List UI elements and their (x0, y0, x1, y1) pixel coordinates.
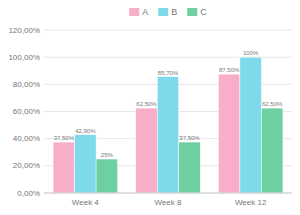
chart: 0,00% 20,00% 40,00% 60,00% 80,00% 100,00% 120,… (0, 0, 300, 215)
legend-label: A (142, 7, 148, 17)
bar (96, 159, 117, 193)
data-labels: 37,50% 62,50% 87,50% 42,90% 85,70% 100% 25% 37,… (54, 50, 283, 158)
bar (218, 74, 239, 193)
data-label: 62,50% (262, 101, 283, 107)
x-axis-line (44, 193, 292, 194)
x-tick-label: Week 4 (72, 198, 100, 207)
bar (157, 77, 178, 193)
legend-label: C (200, 7, 207, 17)
data-label: 87,50% (219, 67, 240, 73)
x-tick-label: Week 12 (235, 198, 267, 207)
data-label: 62,50% (136, 101, 157, 107)
bar (240, 57, 261, 193)
data-label: 37,50% (54, 135, 75, 141)
grid-line (44, 30, 292, 31)
bar (53, 142, 74, 193)
bar (136, 108, 157, 193)
legend-item: A (129, 7, 148, 17)
legend-swatch (187, 8, 197, 16)
y-tick-label: 80,00% (13, 80, 40, 89)
legend-swatch (158, 8, 168, 16)
data-label: 85,70% (158, 70, 179, 76)
data-label: 37,50% (179, 135, 200, 141)
y-tick-label: 60,00% (13, 107, 40, 116)
legend-label: B (171, 7, 177, 17)
data-label: 25% (101, 152, 114, 158)
y-tick-label: 40,00% (13, 134, 40, 143)
y-tick-label: 0,00% (17, 189, 40, 198)
y-tick-label: 100,00% (8, 53, 40, 62)
bar (75, 135, 96, 193)
y-tick-label: 20,00% (13, 161, 40, 170)
legend-item: B (158, 7, 177, 17)
x-tick-label: Week 8 (155, 198, 183, 207)
bars (53, 57, 283, 193)
bar (261, 108, 282, 193)
bar (179, 142, 200, 193)
data-label: 42,90% (75, 128, 96, 134)
data-label: 100% (243, 50, 259, 56)
legend-item: C (187, 7, 207, 17)
y-tick-label: 120,00% (8, 26, 40, 35)
grid-line (44, 193, 292, 194)
legend-swatch (129, 8, 139, 16)
legend: A B C (129, 7, 207, 17)
